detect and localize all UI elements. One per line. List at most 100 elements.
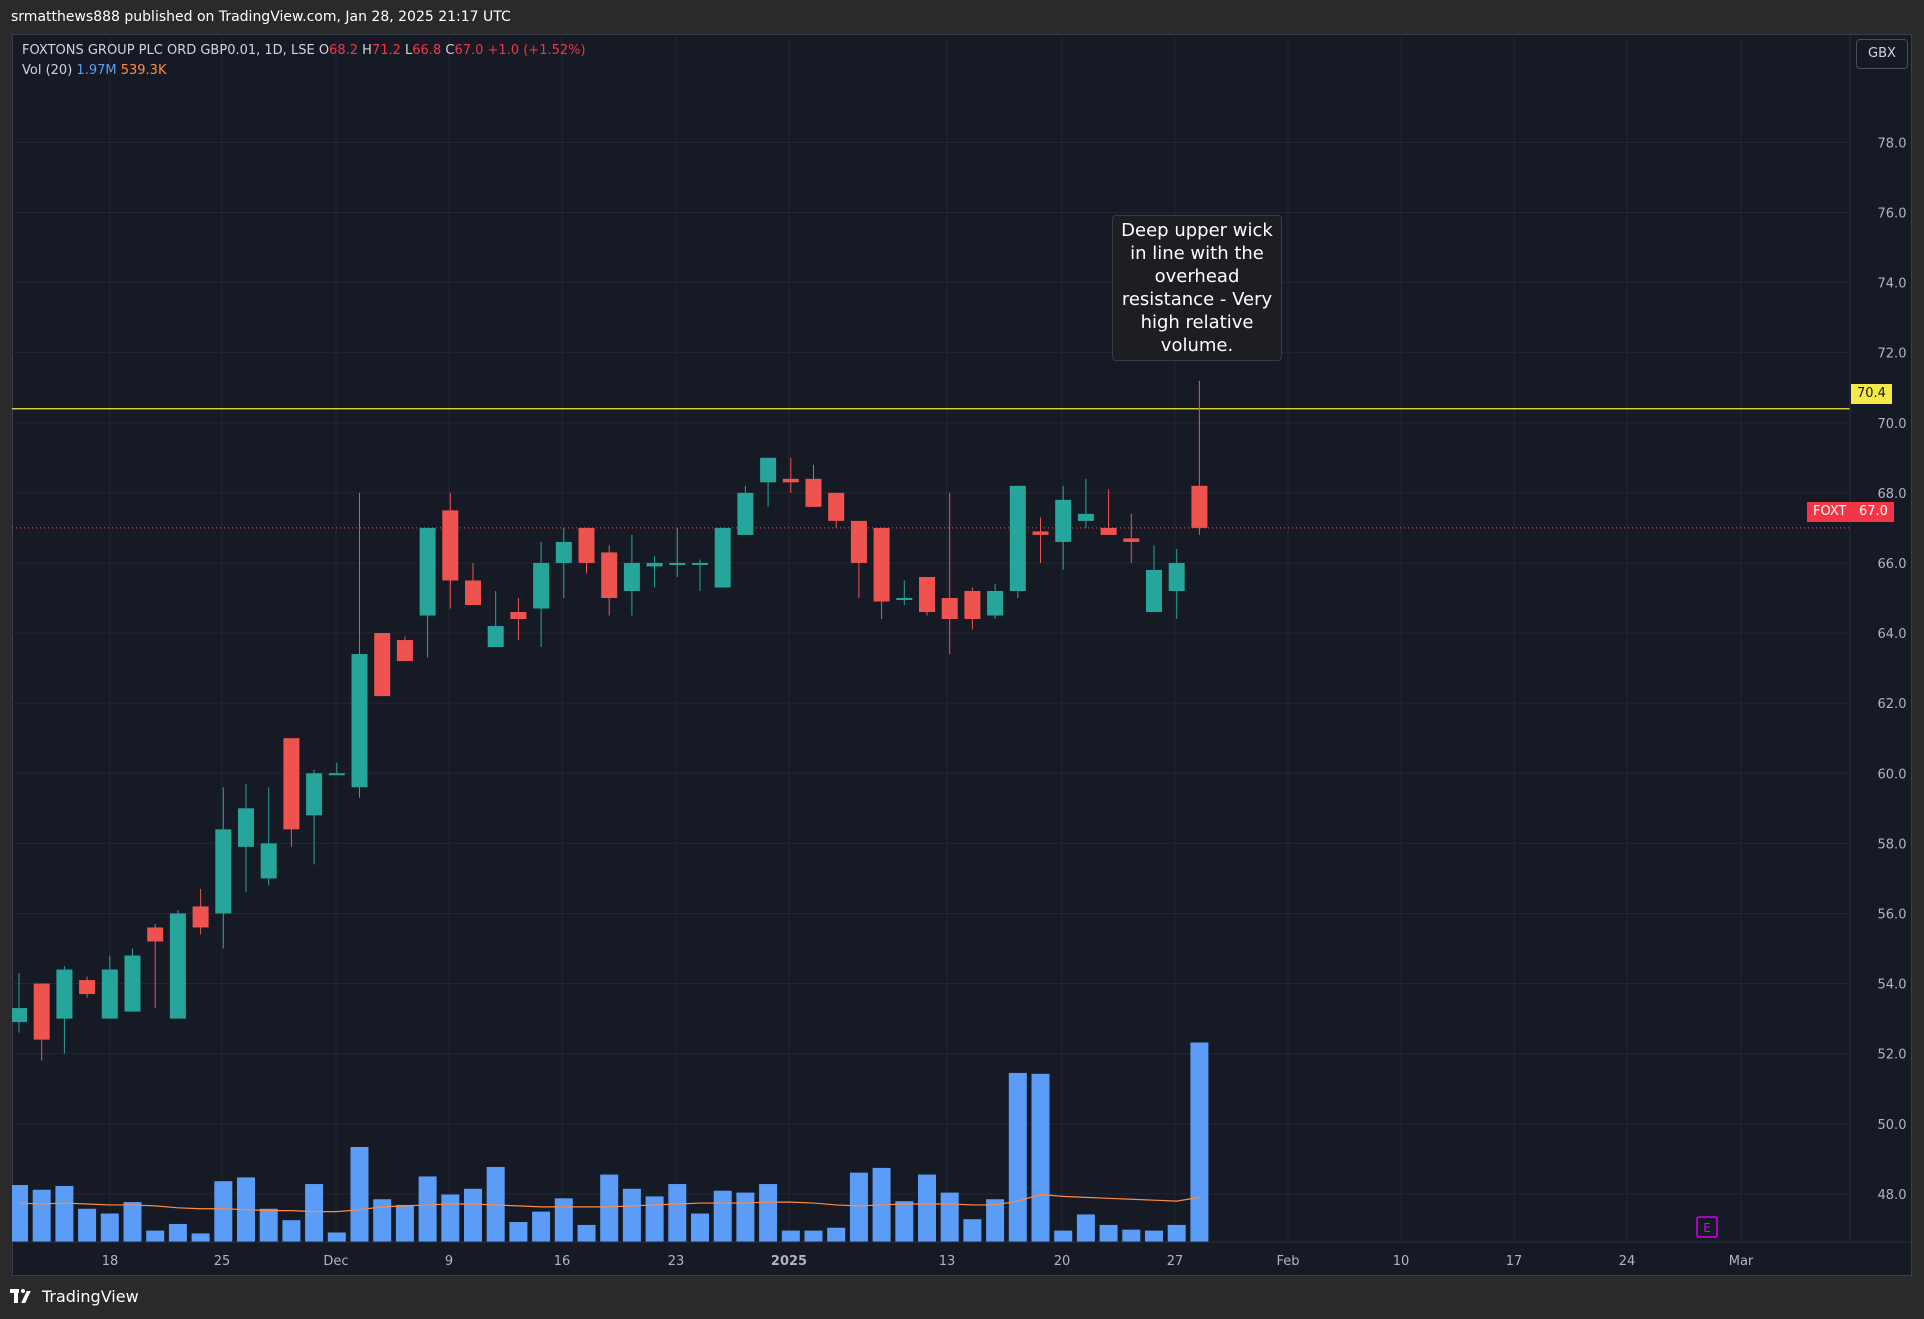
earnings-marker-label: E [1703, 1221, 1711, 1235]
candle-body [692, 562, 708, 565]
candle-body [192, 906, 209, 928]
y-tick-label: 48.0 [1878, 1188, 1907, 1203]
candle-body [328, 773, 345, 776]
candle-body [737, 492, 754, 535]
candle-body [1123, 538, 1140, 542]
volume-bar [55, 1185, 74, 1242]
volume-bar [691, 1213, 709, 1242]
candle-body [669, 562, 686, 565]
price-chart[interactable]: 48.0 50.0 52.0 54.0 56.0 58.0 60.0 62.0 64.0 66.0… [12, 34, 1912, 1276]
volume-bar [849, 1172, 868, 1242]
x-tick-label: 13 [939, 1254, 956, 1269]
x-tick-label: 23 [668, 1254, 685, 1269]
volume-bar [146, 1230, 165, 1242]
volume-bar [12, 1185, 28, 1242]
volume-bar [1145, 1230, 1163, 1242]
volume-bar [32, 1189, 51, 1242]
candle-body [260, 843, 277, 879]
candle-body [987, 590, 1004, 616]
candle-body [1055, 499, 1072, 542]
volume-bar [1190, 1042, 1209, 1242]
annotation-callout[interactable]: Deep upper wick in line with the overhea… [1112, 215, 1282, 361]
footer-brand[interactable]: TradingView [10, 1285, 139, 1309]
volume-bar [168, 1223, 187, 1242]
candle-body [510, 612, 527, 620]
y-tick-label: 70.0 [1878, 417, 1907, 432]
volume-bar [668, 1184, 687, 1242]
candle-body [919, 576, 935, 613]
volume-bar [395, 1204, 414, 1242]
y-tick-label: 66.0 [1878, 557, 1907, 572]
candle-body [850, 520, 867, 563]
volume-bar [986, 1199, 1005, 1242]
candle-body [215, 829, 232, 914]
volume-label: Vol (20) [22, 63, 73, 78]
volume-bar [713, 1190, 732, 1242]
x-tick-label: Mar [1729, 1254, 1754, 1269]
high-value: 71.2 [371, 43, 401, 58]
volume-bar [441, 1194, 460, 1242]
candle-body [760, 457, 777, 483]
volume-bar [1122, 1229, 1141, 1242]
x-tick-label: 9 [445, 1254, 453, 1269]
candle-body [1032, 531, 1049, 535]
volume-bar [1008, 1072, 1027, 1242]
candle-body [1077, 513, 1094, 521]
currency-button[interactable]: GBX [1856, 39, 1908, 69]
volume-bar [1054, 1230, 1073, 1242]
volume-bar [804, 1230, 823, 1242]
open-label: O [318, 43, 330, 58]
candle-body [56, 969, 73, 1019]
candle-body [487, 626, 504, 648]
candle-body [283, 738, 300, 830]
candle-body [578, 527, 595, 563]
candle-body [1168, 562, 1185, 591]
x-tick-label: 18 [102, 1254, 119, 1269]
volume-legend: Vol (20) 1.97M 539.3K [22, 63, 166, 78]
candle-body [169, 913, 186, 1019]
volume-bar [78, 1208, 97, 1242]
candle-body [465, 580, 481, 606]
high-label: H [362, 43, 372, 58]
x-tick-label: 20 [1054, 1254, 1071, 1269]
candle-body [555, 541, 572, 563]
volume-bar [191, 1233, 210, 1242]
candle-body [147, 927, 164, 942]
x-tick-label: 27 [1167, 1254, 1184, 1269]
volume-bar [622, 1188, 641, 1242]
candle-body [101, 969, 118, 1019]
candle-body [12, 1008, 27, 1023]
volume-bar [1076, 1214, 1095, 1242]
x-tick-label: 10 [1393, 1254, 1410, 1269]
volume-bar [645, 1196, 664, 1242]
y-tick-label: 56.0 [1878, 907, 1907, 922]
y-tick-label: 72.0 [1878, 347, 1907, 362]
y-tick-label: 68.0 [1878, 487, 1907, 502]
volume-bar [1099, 1224, 1118, 1242]
candle-body [896, 598, 913, 600]
close-value: 67.0 [454, 43, 484, 58]
volume-bar [214, 1181, 233, 1242]
candle-body [396, 640, 413, 662]
publish-header: srmatthews888 published on TradingView.c… [0, 0, 1924, 34]
publish-info-text: srmatthews888 published on TradingView.c… [11, 9, 511, 25]
y-tick-label: 50.0 [1878, 1118, 1907, 1133]
candle-body [601, 552, 618, 598]
volume-bar [736, 1192, 755, 1242]
open-value: 68.2 [329, 43, 358, 58]
candle-body [782, 478, 799, 483]
tradingview-brand-text: TradingView [42, 1287, 139, 1306]
last-price-tag: 67.0 [1853, 502, 1894, 522]
volume-value: 1.97M [76, 63, 117, 78]
volume-bar [123, 1202, 142, 1242]
candle-body [1009, 485, 1026, 591]
candle-body [964, 590, 981, 620]
instrument-name: FOXTONS GROUP PLC ORD GBP0.01, 1D, LSE [22, 43, 315, 58]
volume-bar [827, 1227, 846, 1242]
y-tick-label: 52.0 [1878, 1048, 1907, 1063]
chart-frame[interactable] [12, 34, 1912, 1276]
candle-body [374, 633, 391, 697]
x-tick-label: Feb [1276, 1254, 1299, 1269]
volume-bar [963, 1219, 982, 1242]
y-tick-label: 58.0 [1878, 837, 1907, 852]
